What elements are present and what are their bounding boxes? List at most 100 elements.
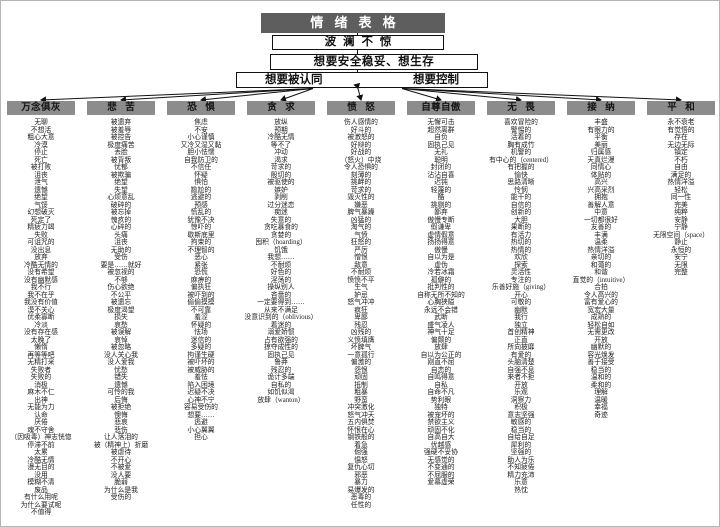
emotion-word: 武断 xyxy=(434,314,448,321)
emotion-word: 凶猛的 xyxy=(350,216,372,224)
column-header: 自尊自傲 xyxy=(407,101,475,115)
emotion-word: 令人高兴的 xyxy=(584,291,618,299)
emotion-word: 怒气冲冲 xyxy=(347,299,375,306)
emotion-word: 和谐 xyxy=(594,269,608,276)
emotion-word: 停滞不前 xyxy=(27,441,55,449)
emotion-word: 太累 xyxy=(34,449,48,456)
emotion-word: 等不了 xyxy=(270,141,292,149)
emotion-word: 不想活 xyxy=(30,126,52,134)
emotion-word: 愧疚的 xyxy=(110,216,132,224)
emotion-word: 担心 xyxy=(194,434,208,441)
emotion-word: 野蛮 xyxy=(354,396,368,404)
emotion-word: 悲哀 xyxy=(114,419,128,426)
emotion-word: 独立 xyxy=(514,321,528,329)
emotion-word: 大胆 xyxy=(514,216,528,224)
emotion-word: 不被爱 xyxy=(110,464,132,471)
emotion-word: 永不衰老 xyxy=(667,119,695,126)
emotion-word: 拘束的 xyxy=(190,239,212,246)
emotion-word: 义愤填膺 xyxy=(347,336,375,344)
emotion-word: 不变通的 xyxy=(427,464,455,471)
emotion-word: 不理智的 xyxy=(187,246,215,254)
emotion-word: 紧张 xyxy=(194,261,208,269)
emotion-word: 善解人意 xyxy=(587,201,615,209)
emotion-word: 好斗的 xyxy=(350,126,372,134)
emotion-word: 一切都很好 xyxy=(584,216,618,224)
emotion-word: 善于接受 xyxy=(587,359,615,366)
emotion-word: 头痛 xyxy=(114,231,128,239)
emotion-word: 妒忌 xyxy=(354,291,368,299)
emotion-word: 自给自足 xyxy=(507,434,535,441)
emotion-word: 冲动 xyxy=(274,149,288,156)
emotion-word: 脆弱 xyxy=(114,479,128,486)
emotion-word: 没用 xyxy=(34,471,48,479)
emotion-word: 被威胁的 xyxy=(187,366,215,374)
emotion-word: 完美 xyxy=(674,201,688,209)
emotion-word: 首创精神 xyxy=(507,329,535,336)
emotion-word: 愠怒 xyxy=(354,456,368,464)
emotion-word: 被欺骗 xyxy=(110,171,132,179)
emotion-word: 固执己见 xyxy=(427,141,455,149)
emotion-word: 敌意 xyxy=(354,261,368,269)
emotion-word: 幸福 xyxy=(594,404,608,411)
emotion-word: 多疑的 xyxy=(190,344,212,351)
column-header: 贪求 xyxy=(247,101,315,115)
emotion-word: 抵制 xyxy=(354,381,368,389)
emotion-word: 成熟的 xyxy=(590,314,612,321)
emotion-word: 放弃 xyxy=(34,254,48,261)
emotion-word: 超然离群 xyxy=(427,126,455,134)
emotion-word: 粗暴 xyxy=(354,389,368,396)
emotion-word: 被背叛 xyxy=(110,156,132,164)
emotion-word: 懊悔 xyxy=(114,411,128,419)
emotion-word: 为什么是我 xyxy=(104,486,138,494)
emotion-word: 冲突激化 xyxy=(347,404,375,411)
emotion-word: （因吸毒）神志恍惚 xyxy=(10,434,72,441)
emotion-column: 接纳 丰盛 有眼力的 平衡 美丽 归属感 天真烂漫 同情心 体贴的 高兴 兴高采烈 拥抱 善解人意 中意一… xyxy=(561,101,641,517)
emotion-word: 无限 xyxy=(674,261,688,269)
emotion-word: 被忘掉 xyxy=(110,209,132,216)
emotion-word: 幽默 xyxy=(514,306,528,314)
emotion-word: 尴尬的 xyxy=(190,186,212,194)
emotion-word: 想要…… xyxy=(187,411,215,419)
emotion-word: 美丽 xyxy=(594,141,608,149)
emotion-word: 鲁莽 xyxy=(274,359,288,366)
emotion-word: 不信任 xyxy=(190,164,212,171)
emotion-word: 兴高采烈 xyxy=(587,186,615,194)
emotion-word: 自高自大 xyxy=(427,434,455,441)
emotion-word: （怒火）中烧 xyxy=(340,156,382,164)
emotion-word: 没意识到的（oblivious） xyxy=(244,314,318,321)
column-header: 恐惧 xyxy=(167,101,235,115)
emotion-word: 被激怒的 xyxy=(347,134,375,141)
emotion-word: 有觉悟的 xyxy=(667,126,695,134)
emotion-word: 鄙弃 xyxy=(434,209,448,216)
emotion-word: 好辩的 xyxy=(350,141,372,149)
emotion-word: 渴求 xyxy=(274,156,288,164)
emotion-word: 胆小怯懦 xyxy=(187,149,215,156)
emotion-word: 气愤 xyxy=(354,231,368,239)
level1-box: 波澜不惊 xyxy=(272,35,444,50)
emotion-word: 可敬的 xyxy=(510,299,532,306)
emotion-word: 所向披靡 xyxy=(507,344,535,351)
emotion-word: 狂怒的 xyxy=(350,239,372,246)
emotion-word: 掠夺成性的 xyxy=(264,344,298,351)
emotion-word: 有爱的 xyxy=(510,351,532,359)
emotion-column: 悲苦 被遗弃 被羞辱 被控告 极度痛苦 丢脸 被背叛 忧郁 被欺骗 绝望 失望 心烦意乱 破碎的 被忘掉愧… xyxy=(81,101,161,517)
emotion-word: 如饥似渴 xyxy=(267,389,295,396)
emotion-word: 被宠坏的 xyxy=(427,411,455,419)
emotion-word: 心神不宁 xyxy=(187,396,215,404)
emotion-word: 漠不关心 xyxy=(27,306,55,314)
emotion-word-list: 无懈可击 超然离群 自负 固执己见 无礼 聪明 封闭的 沾沾自喜 迟钝 轻蔑的酷挑剔的 鄙弃 傲慢专断… xyxy=(401,119,481,487)
emotion-word: 贪婪的 xyxy=(270,231,292,239)
emotion-word: 憎恨 xyxy=(354,254,368,261)
emotion-word: 头脑清楚 xyxy=(507,359,535,366)
emotion-word: 固执己见 xyxy=(267,351,295,359)
emotion-word: 失败 xyxy=(34,231,48,239)
emotion-word: 放纵 xyxy=(274,119,288,126)
emotion-word: 自私 xyxy=(434,381,448,389)
emotion-word: 死定了 xyxy=(30,216,52,224)
emotion-word: 顽固 xyxy=(354,374,368,381)
emotion-word: 钢铁般的 xyxy=(347,434,375,441)
emotion-word-list: 焦虑 不安 小心谨慎 又冷又湿又黏 胆小怯懦 自我防卫的 不信任 怀疑 惧怕 尴尬的 逃避的 预感 慌乱… xyxy=(161,119,241,442)
emotion-word: 不公平 xyxy=(110,291,132,299)
emotion-word: 死亡 xyxy=(34,156,48,164)
emotion-word: 陷入困境 xyxy=(187,381,215,389)
